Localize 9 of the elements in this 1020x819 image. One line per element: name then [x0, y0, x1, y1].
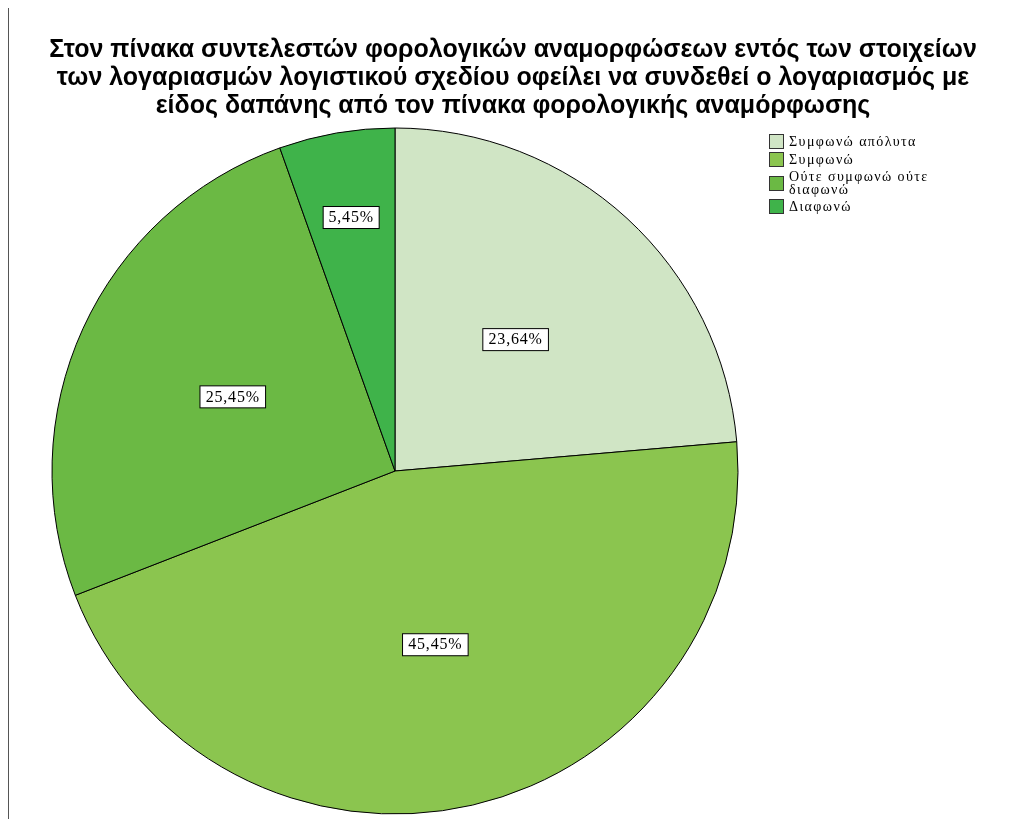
legend-label: Διαφωνώ	[789, 199, 852, 214]
data-label: 25,45%	[205, 387, 260, 405]
chart-title: Στον πίνακα συντελεστών φορολογικών αναμορφώσεων εντός των στοιχείων των λογαριασμών λογιστικού σχεδίου οφείλει να συνδεθεί ο λογαριασμός με είδος δαπάνης από τον πίνακα φορολογικής αναμόρφωσης	[48, 34, 978, 118]
data-label: 45,45%	[408, 635, 463, 653]
legend-label: Ούτε συμφωνώ ούτε διαφωνώ	[789, 169, 930, 197]
data-label: 23,64%	[488, 330, 543, 348]
legend-label: Συμφωνώ	[789, 152, 855, 167]
data-label: 5,45%	[328, 208, 374, 226]
legend-label: Συμφωνώ απόλυτα	[789, 134, 917, 149]
